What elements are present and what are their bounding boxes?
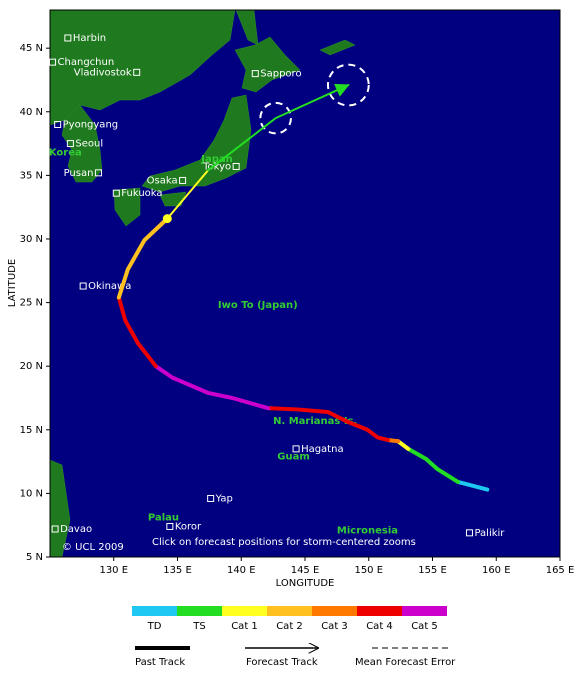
city-marker (292, 445, 300, 453)
x-tick-label: 145 E (291, 565, 320, 576)
city-marker (133, 68, 141, 76)
track-segment (116, 295, 158, 369)
track-segment (396, 439, 411, 451)
y-tick-label: 5 N (26, 552, 43, 563)
city-marker (54, 120, 62, 128)
city-marker (51, 525, 59, 533)
legend-category: Cat 2 (276, 621, 303, 632)
forecast-error[interactable] (259, 101, 292, 135)
track-segment (266, 406, 390, 442)
region-label: Guam (277, 452, 310, 463)
map-layer: Iwo To (Japan) N. Marianas Is. Guam Palau Mi… (49, 33, 505, 539)
legend-swatch (402, 606, 447, 616)
city-marker (112, 189, 120, 197)
legend-swatch (222, 606, 267, 616)
city-label: Palikir (474, 528, 505, 539)
y-tick-label: 25 N (20, 298, 43, 309)
city-marker (49, 58, 57, 66)
city-label: Yap (215, 493, 233, 504)
region-label: Korea (49, 147, 82, 158)
track-segment (166, 169, 210, 220)
forecast-error[interactable] (326, 63, 370, 107)
y-tick-label: 15 N (20, 425, 43, 436)
legend-category: Cat 3 (321, 621, 348, 632)
city-label: Pyongyang (63, 119, 118, 130)
x-tick-label: 165 E (546, 565, 575, 576)
city-marker (64, 34, 72, 42)
track-segment (116, 216, 170, 300)
legend-category: Cat 4 (366, 621, 393, 632)
x-tick-label: 130 E (99, 565, 128, 576)
city-label: Osaka (147, 175, 178, 186)
y-tick-label: 30 N (20, 234, 43, 245)
legend-category: Cat 1 (231, 621, 258, 632)
city-label: Davao (60, 524, 92, 535)
city-marker (79, 282, 87, 290)
city-label: Harbin (73, 33, 106, 44)
region-label: Iwo To (Japan) (218, 300, 298, 311)
legend-category: Cat 5 (411, 621, 438, 632)
city-label: Tokyo (202, 161, 231, 172)
city-marker (179, 176, 187, 184)
x-tick-label: 155 E (418, 565, 447, 576)
y-tick-label: 45 N (20, 43, 43, 54)
ocean (50, 10, 560, 557)
x-tick-label: 140 E (227, 565, 256, 576)
region-label: Micronesia (337, 525, 398, 536)
note[interactable]: Click on forecast positions for storm-ce… (152, 537, 416, 548)
legend-swatch (357, 606, 402, 616)
legend-swatch (177, 606, 222, 616)
city-label: Seoul (75, 139, 103, 150)
y-axis-label: LATITUDE (7, 259, 18, 307)
city-marker (232, 162, 240, 170)
track-segment (153, 364, 271, 411)
city-marker (66, 140, 74, 148)
legend-swatch (312, 606, 357, 616)
track-segment (207, 83, 350, 172)
region-label: Japan (200, 154, 233, 165)
land (50, 10, 356, 557)
y-tick-label: 10 N (20, 488, 43, 499)
x-tick-label: 150 E (354, 565, 383, 576)
city-label: Hagatna (301, 444, 344, 455)
legend-swatch (267, 606, 312, 616)
region-label: Palau (148, 513, 179, 524)
city-marker (251, 70, 259, 78)
city-label: Fukuoka (121, 188, 162, 199)
city-label: Okinawa (88, 281, 131, 292)
x-axis-label: LONGITUDE (276, 578, 335, 589)
city-label: Koror (175, 521, 202, 532)
legend-category: TS (192, 621, 205, 632)
legend-forecast: Forecast Track (246, 657, 318, 668)
city-label: Pusan (64, 168, 94, 179)
legend-past: Past Track (135, 657, 185, 668)
region-label: N. Marianas Is. (273, 416, 357, 427)
legend-swatch (132, 606, 177, 616)
y-tick-label: 20 N (20, 361, 43, 372)
track-segment (406, 446, 460, 484)
legend-error: Mean Forecast Error (355, 657, 456, 668)
x-tick-label: 160 E (482, 565, 511, 576)
current-position[interactable] (162, 214, 172, 224)
city-label: Vladivostok (74, 67, 132, 78)
x-tick-label: 135 E (163, 565, 192, 576)
y-tick-label: 35 N (20, 170, 43, 181)
city-label: Changchun (58, 57, 115, 68)
city-marker (166, 522, 174, 530)
city-marker (94, 169, 102, 177)
city-label: Sapporo (260, 69, 301, 80)
legend-category: TD (147, 621, 162, 632)
copyright: © UCL 2009 (62, 542, 124, 553)
y-tick-label: 40 N (20, 107, 43, 118)
city-marker (207, 494, 215, 502)
city-marker (465, 529, 473, 537)
track-segment (456, 479, 490, 492)
